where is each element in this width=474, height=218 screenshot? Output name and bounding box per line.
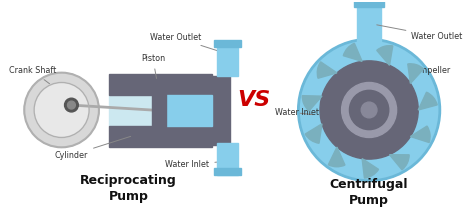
Text: Water Inlet: Water Inlet bbox=[165, 160, 225, 170]
Wedge shape bbox=[410, 126, 430, 143]
Bar bbox=[166, 95, 212, 126]
Circle shape bbox=[298, 39, 440, 181]
Circle shape bbox=[67, 101, 75, 109]
Text: Water Outlet: Water Outlet bbox=[377, 25, 463, 41]
Bar bbox=[212, 76, 229, 145]
Bar bbox=[217, 44, 238, 76]
Text: Piston: Piston bbox=[141, 54, 165, 89]
Text: VS: VS bbox=[237, 90, 271, 110]
Wedge shape bbox=[328, 147, 345, 167]
Circle shape bbox=[349, 90, 389, 130]
Circle shape bbox=[34, 82, 89, 138]
Bar bbox=[214, 168, 241, 175]
Circle shape bbox=[24, 73, 99, 147]
Bar bbox=[357, 5, 381, 42]
Text: Cylinder: Cylinder bbox=[55, 136, 131, 160]
Text: Water Outlet: Water Outlet bbox=[150, 33, 225, 53]
Wedge shape bbox=[305, 124, 322, 143]
Text: Reciprocating
Pump: Reciprocating Pump bbox=[80, 174, 177, 203]
Wedge shape bbox=[343, 43, 362, 61]
Wedge shape bbox=[377, 46, 393, 65]
Bar bbox=[109, 126, 212, 147]
Text: Crank Shaft: Crank Shaft bbox=[9, 66, 56, 84]
Text: Centrifugal
Pump: Centrifugal Pump bbox=[330, 178, 409, 207]
Bar bbox=[217, 143, 238, 175]
Wedge shape bbox=[302, 96, 322, 111]
Wedge shape bbox=[390, 155, 409, 170]
Circle shape bbox=[342, 82, 397, 138]
Wedge shape bbox=[418, 92, 437, 110]
Bar bbox=[109, 95, 212, 126]
Bar bbox=[109, 74, 212, 95]
Text: Impeller: Impeller bbox=[401, 66, 450, 84]
Wedge shape bbox=[317, 62, 337, 78]
Circle shape bbox=[361, 102, 377, 118]
Wedge shape bbox=[408, 64, 424, 83]
Circle shape bbox=[64, 98, 78, 112]
Wedge shape bbox=[362, 159, 379, 178]
Bar bbox=[214, 40, 241, 47]
Circle shape bbox=[320, 61, 418, 159]
Text: Water Inlet: Water Inlet bbox=[275, 108, 319, 118]
Bar bbox=[152, 78, 166, 142]
Bar bbox=[355, 0, 384, 7]
